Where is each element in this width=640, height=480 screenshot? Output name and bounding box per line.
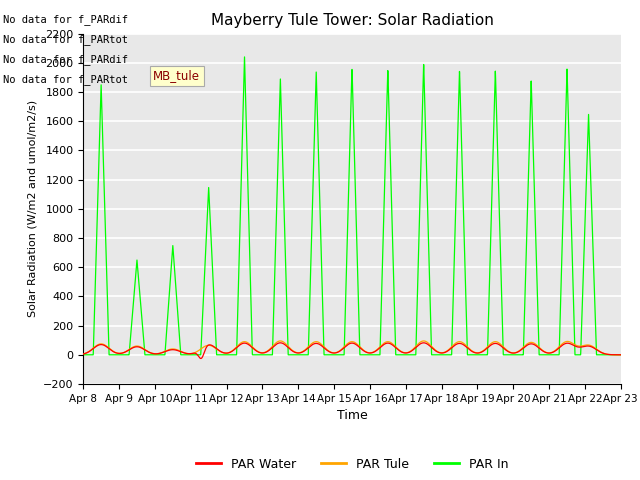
Title: Mayberry Tule Tower: Solar Radiation: Mayberry Tule Tower: Solar Radiation [211,13,493,28]
Text: No data for f_PARtot: No data for f_PARtot [3,34,128,45]
Text: MB_tule: MB_tule [153,69,200,82]
Legend: PAR Water, PAR Tule, PAR In: PAR Water, PAR Tule, PAR In [191,453,513,476]
Text: No data for f_PARdif: No data for f_PARdif [3,13,128,24]
Text: No data for f_PARtot: No data for f_PARtot [3,74,128,85]
X-axis label: Time: Time [337,409,367,422]
Y-axis label: Solar Radiation (W/m2 and umol/m2/s): Solar Radiation (W/m2 and umol/m2/s) [28,100,37,317]
Text: No data for f_PARdif: No data for f_PARdif [3,54,128,65]
